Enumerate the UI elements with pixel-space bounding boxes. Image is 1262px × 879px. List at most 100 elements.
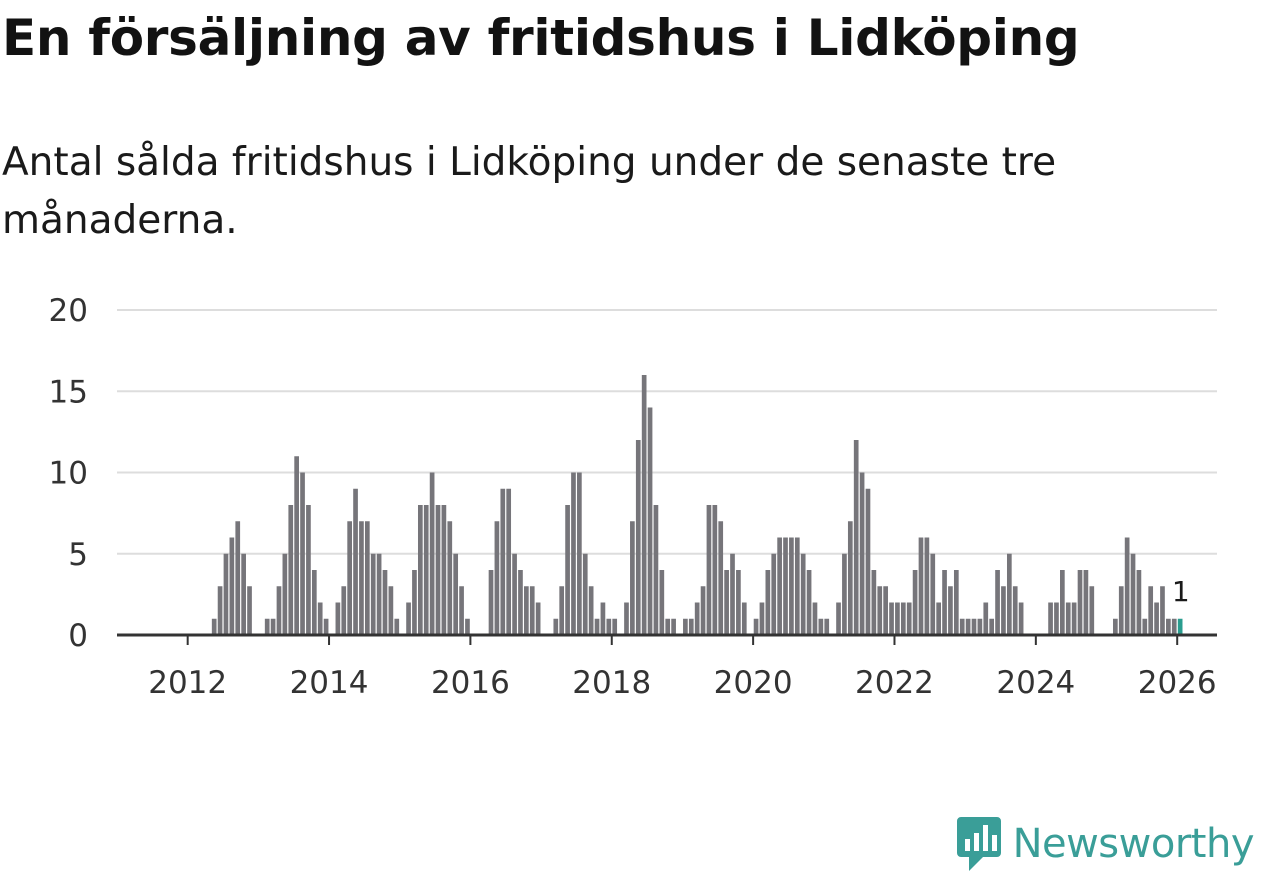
bar — [1018, 602, 1024, 635]
bar — [1054, 602, 1059, 635]
bar — [235, 521, 241, 635]
bar — [671, 618, 676, 635]
bar — [288, 505, 294, 635]
bar — [659, 570, 665, 635]
bar — [600, 602, 606, 635]
bar — [559, 586, 565, 635]
bar — [965, 618, 971, 635]
x-tick-label: 2022 — [855, 665, 934, 701]
bar — [276, 586, 282, 635]
bar — [535, 602, 541, 635]
chart-subtitle: Antal sålda fritidshus i Lidköping under… — [2, 140, 1057, 243]
bar — [1006, 553, 1012, 635]
bar — [800, 553, 806, 635]
y-axis-labels: 0 5 10 15 20 — [49, 293, 88, 654]
newsworthy-logo[interactable]: Newsworthy — [955, 815, 1255, 873]
bar — [1060, 570, 1065, 635]
bar — [912, 570, 918, 635]
bar — [359, 521, 364, 635]
bar — [529, 586, 535, 635]
bar — [753, 618, 759, 635]
bar — [918, 537, 924, 635]
bar — [341, 586, 347, 635]
bar — [1171, 618, 1177, 635]
bar — [223, 553, 229, 635]
bar — [553, 618, 559, 635]
x-tick-label: 2020 — [714, 665, 793, 701]
bar — [264, 618, 270, 635]
y-tick-label: 15 — [49, 374, 88, 410]
bar — [971, 618, 977, 635]
bars — [211, 375, 1183, 635]
bar — [824, 618, 830, 635]
bar — [977, 618, 983, 635]
x-axis-ticks: 2012 2014 2016 2018 2020 2022 2024 2026 — [148, 635, 1217, 701]
bar — [294, 456, 299, 635]
bar — [736, 570, 741, 635]
bar — [1089, 586, 1095, 635]
bar — [995, 570, 1000, 635]
bar — [488, 570, 494, 635]
bar — [771, 553, 777, 635]
gridlines — [117, 309, 1217, 555]
x-tick-label: 2024 — [996, 665, 1075, 701]
bar — [211, 618, 217, 635]
bar — [1166, 618, 1171, 635]
bar — [588, 586, 594, 635]
highlight-bar — [1177, 618, 1183, 635]
y-tick-label: 0 — [68, 618, 88, 654]
bar — [217, 586, 223, 635]
bar — [229, 537, 235, 635]
x-tick-label: 2016 — [431, 665, 510, 701]
bar — [953, 570, 959, 635]
bar — [889, 602, 894, 635]
bar-chart: 0 5 10 15 20 2012 2014 2016 2018 2020 2022 2024 202… — [49, 293, 1217, 701]
bar — [306, 505, 311, 635]
bar — [1001, 586, 1006, 635]
bar — [1077, 570, 1083, 635]
bar — [806, 570, 812, 635]
y-tick-label: 10 — [49, 456, 88, 492]
bar — [1148, 586, 1154, 635]
bar — [948, 586, 953, 635]
x-tick-label: 2014 — [290, 665, 369, 701]
bar — [871, 570, 877, 635]
bar — [847, 521, 853, 635]
bar — [859, 472, 865, 635]
x-tick-label: 2018 — [572, 665, 651, 701]
bar — [942, 570, 947, 635]
chart-title: En försäljning av fritidshus i Lidköping — [2, 9, 1080, 67]
bar — [453, 553, 459, 635]
bar — [512, 553, 517, 635]
annotations: 1 — [1172, 575, 1190, 608]
y-tick-label: 5 — [68, 537, 88, 573]
bar — [759, 602, 765, 635]
bar — [783, 537, 788, 635]
bar — [1113, 618, 1118, 635]
bar — [382, 570, 388, 635]
y-tick-label: 20 — [49, 293, 88, 329]
x-tick-label: 2012 — [148, 665, 227, 701]
bar — [594, 618, 600, 635]
bar — [347, 521, 352, 635]
bar — [323, 618, 329, 635]
newsworthy-logo-icon — [956, 817, 1001, 871]
bar — [417, 505, 423, 635]
bar — [789, 537, 794, 635]
bar — [1071, 602, 1077, 635]
bar — [794, 537, 800, 635]
bar — [665, 618, 671, 635]
bar — [989, 618, 995, 635]
bar — [930, 553, 936, 635]
bar — [641, 375, 647, 635]
bar — [865, 488, 871, 635]
bar — [506, 488, 512, 635]
brand-name: Newsworthy — [1012, 821, 1255, 867]
bar — [730, 553, 735, 635]
bar — [429, 472, 435, 635]
bar — [335, 602, 341, 635]
bar — [1142, 618, 1148, 635]
bar — [1012, 586, 1018, 635]
bar — [624, 602, 629, 635]
bar — [465, 618, 470, 635]
